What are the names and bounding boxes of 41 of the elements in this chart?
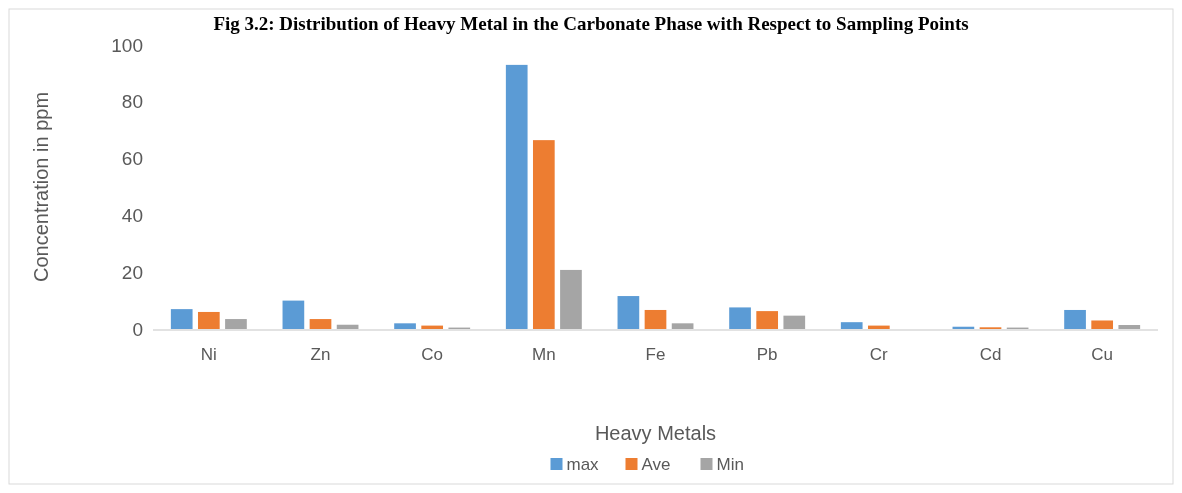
bar — [170, 309, 193, 329]
x-tick-label: Pb — [756, 345, 778, 364]
bar — [1091, 320, 1114, 329]
bar — [225, 319, 247, 329]
y-tick-label: 100 — [111, 34, 143, 56]
x-tick-label: Fe — [645, 345, 666, 364]
y-tick-label: 20 — [121, 261, 143, 283]
bar — [560, 269, 582, 329]
bar — [505, 64, 528, 329]
x-tick-label: Cr — [869, 345, 889, 364]
x-tick-label: Zn — [310, 345, 331, 364]
chart-title: Fig 3.2: Distribution of Heavy Metal in the Carbonate Phase with Respect to Sampling Points — [213, 13, 969, 34]
bar — [783, 315, 806, 329]
y-tick-label: 80 — [121, 91, 143, 113]
x-tick-label: Co — [421, 345, 444, 364]
bar — [840, 322, 863, 329]
x-tick-label: Mn — [532, 345, 556, 364]
legend-label: max — [566, 455, 600, 474]
bar — [282, 300, 305, 329]
bar — [617, 296, 640, 329]
x-axis-title: Heavy Metals — [594, 422, 717, 444]
bar — [197, 311, 220, 329]
x-tick-label: Cu — [1091, 345, 1114, 364]
x-tick-label: Ni — [200, 345, 217, 364]
y-tick-label: 60 — [121, 148, 143, 170]
y-axis-title: Concentration in ppm — [30, 91, 52, 283]
legend-label: Ave — [641, 455, 671, 474]
y-tick-label: 0 — [132, 318, 143, 340]
bar — [644, 309, 667, 329]
bar — [1118, 325, 1141, 329]
bar — [756, 311, 779, 329]
x-tick-label: Cd — [979, 345, 1002, 364]
bar — [394, 323, 416, 329]
bar — [336, 324, 359, 329]
bar — [671, 323, 694, 329]
bar — [1064, 309, 1086, 329]
bar — [729, 307, 751, 329]
bar — [309, 319, 332, 329]
bar — [532, 140, 555, 329]
y-tick-label: 40 — [121, 205, 143, 227]
legend-label: Min — [716, 455, 744, 474]
